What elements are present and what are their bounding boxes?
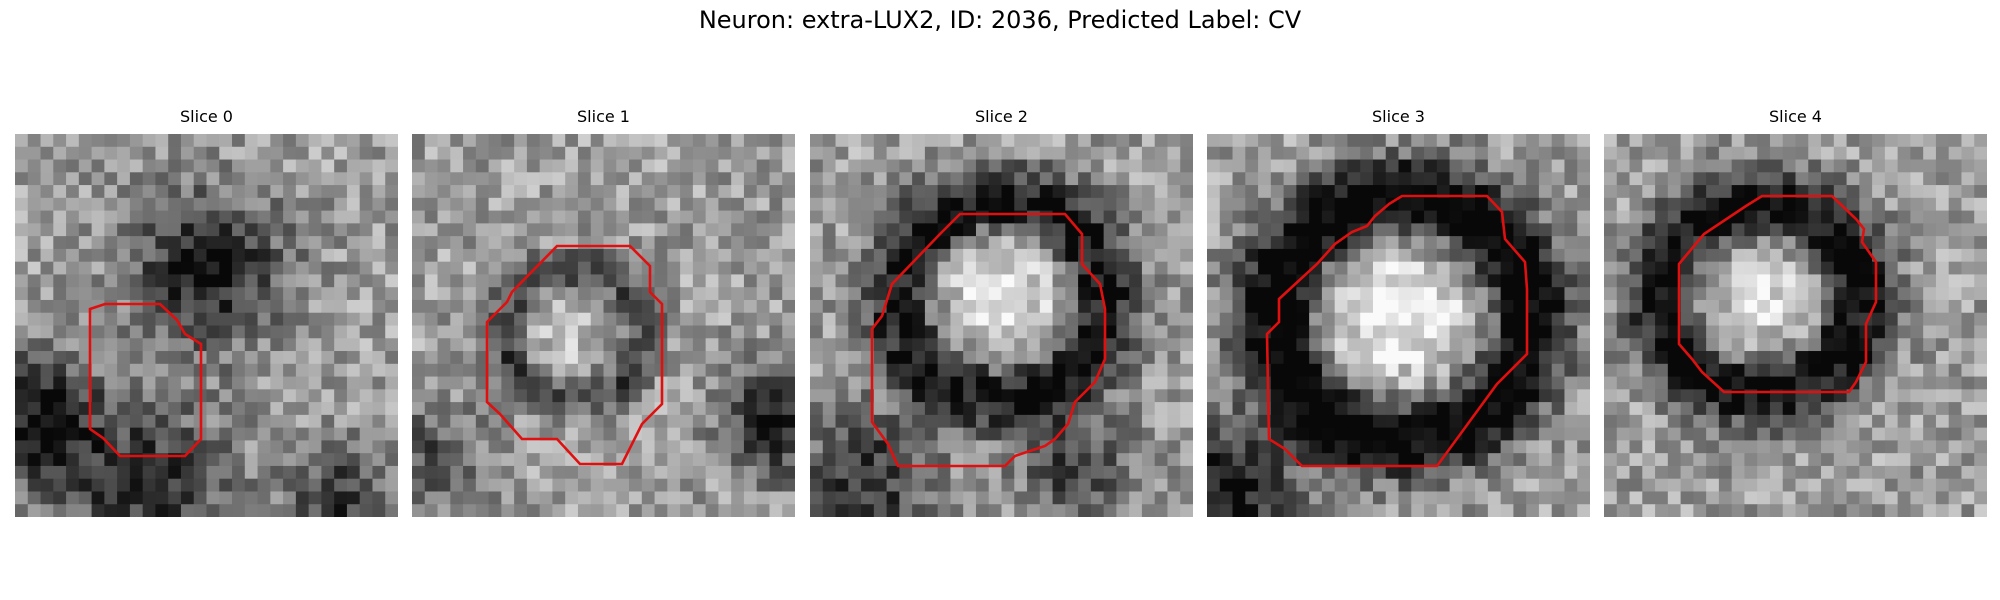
slice-title: Slice 2 bbox=[810, 106, 1193, 128]
slice-image bbox=[810, 134, 1193, 517]
slice-image bbox=[15, 134, 398, 517]
pixel-grid bbox=[412, 134, 795, 517]
pixel-grid bbox=[1207, 134, 1590, 517]
slice-title: Slice 0 bbox=[15, 106, 398, 128]
slice-image bbox=[1604, 134, 1987, 517]
slice-image bbox=[412, 134, 795, 517]
pixel-grid bbox=[810, 134, 1193, 517]
slice-title: Slice 3 bbox=[1207, 106, 1590, 128]
slice-image bbox=[1207, 134, 1590, 517]
figure-title: Neuron: extra-LUX2, ID: 2036, Predicted … bbox=[0, 6, 2000, 34]
pixel-grid bbox=[1604, 134, 1987, 517]
slice-title: Slice 4 bbox=[1604, 106, 1987, 128]
slice-title: Slice 1 bbox=[412, 106, 795, 128]
pixel-grid bbox=[15, 134, 398, 517]
